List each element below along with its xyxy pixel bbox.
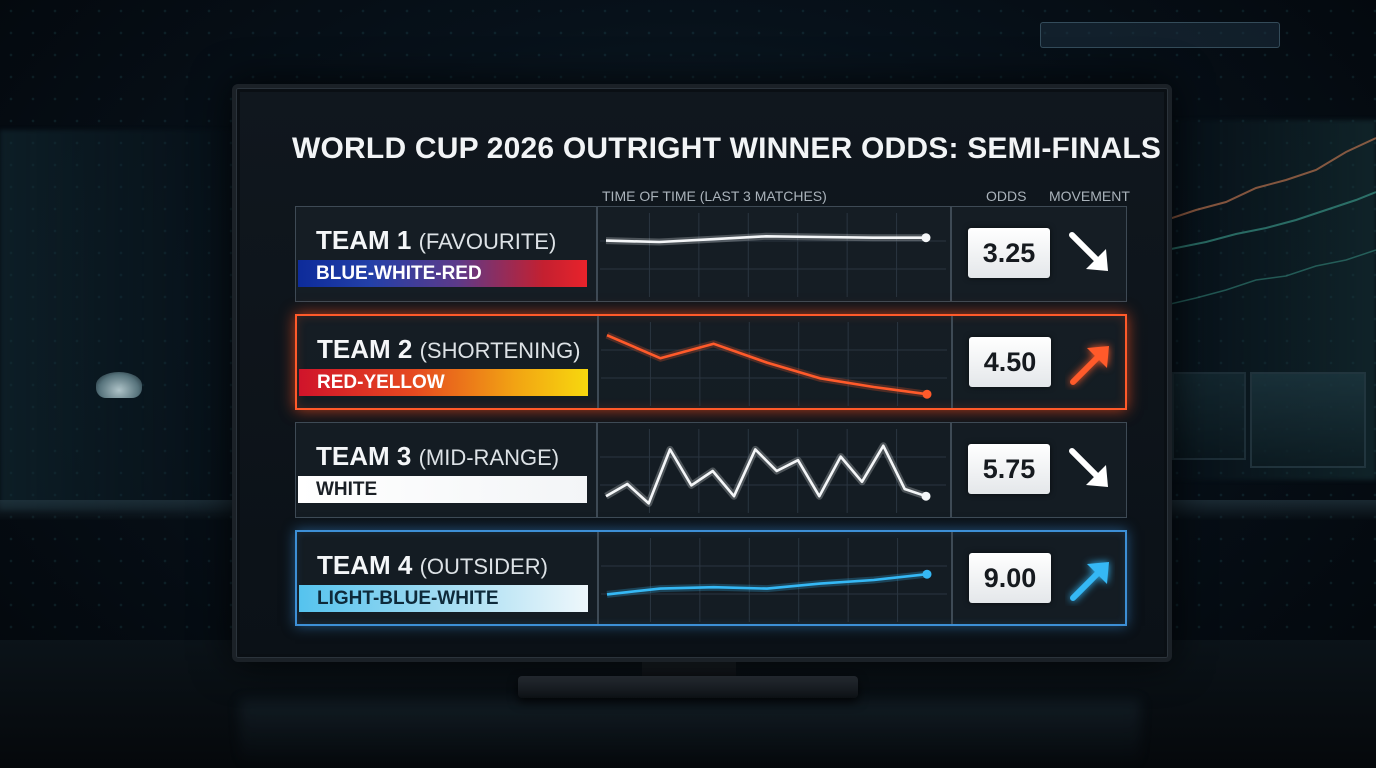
background-lamp <box>96 372 142 398</box>
team-name: TEAM 1 (FAVOURITE) <box>316 225 556 256</box>
trend-end-point <box>922 389 932 399</box>
odds-board: WORLD CUP 2026 OUTRIGHT WINNER ODDS: SEM… <box>240 92 1164 654</box>
background-trend-lines <box>1166 137 1376 306</box>
row-divider <box>597 532 599 624</box>
team-row-2: TEAM 2 (SHORTENING) RED-YELLOW 4.50 <box>295 314 1127 410</box>
team-label: TEAM 4 <box>317 550 413 580</box>
team-colors-bar: BLUE-WHITE-RED <box>298 260 587 287</box>
trend-end-point <box>921 233 931 243</box>
team-colors-bar: RED-YELLOW <box>299 369 588 396</box>
odds-trend-line <box>601 322 947 406</box>
odds-trend-line <box>600 213 946 297</box>
trend-line-glow <box>606 570 928 598</box>
row-divider <box>951 532 953 624</box>
arrow-shape <box>1070 562 1109 601</box>
team-tag: (FAVOURITE) <box>418 229 557 254</box>
arrow-shape <box>1069 232 1108 271</box>
monitor: WORLD CUP 2026 OUTRIGHT WINNER ODDS: SEM… <box>232 84 1172 662</box>
arrow-shape <box>1069 448 1108 487</box>
background-panel-left <box>0 130 235 510</box>
background-monitor-small <box>1172 372 1246 460</box>
row-divider <box>951 316 953 408</box>
header-movement: MOVEMENT <box>1049 188 1130 204</box>
team-row-4: TEAM 4 (OUTSIDER) LIGHT-BLUE-WHITE 9.00 <box>295 530 1127 626</box>
team-label: TEAM 1 <box>316 225 412 255</box>
team-tag: (OUTSIDER) <box>419 554 548 579</box>
odds-trend-line <box>601 538 947 622</box>
background-status-bar <box>1040 22 1280 48</box>
arrow-shaft <box>1070 569 1102 601</box>
row-divider <box>950 207 952 301</box>
trend-line <box>605 234 926 244</box>
arrow-shaft <box>1070 353 1102 385</box>
team-row-1: TEAM 1 (FAVOURITE) BLUE-WHITE-RED 3.25 <box>295 206 1127 302</box>
team-tag: (MID-RANGE) <box>418 445 560 470</box>
arrow-down-right-icon <box>1069 448 1108 487</box>
arrow-head <box>1086 465 1108 487</box>
team-colors-bar: WHITE <box>298 476 587 503</box>
team-tag: (SHORTENING) <box>419 338 581 363</box>
team-name: TEAM 2 (SHORTENING) <box>317 334 581 365</box>
arrow-up-right-icon <box>1070 562 1109 601</box>
row-divider <box>950 423 952 517</box>
trend-end-point <box>921 491 931 501</box>
team-name: TEAM 3 (MID-RANGE) <box>316 441 559 472</box>
arrow-shaft <box>1069 232 1101 264</box>
team-label: TEAM 2 <box>317 334 413 364</box>
trend-line <box>606 334 928 396</box>
row-divider <box>597 316 599 408</box>
team-name: TEAM 4 (OUTSIDER) <box>317 550 548 581</box>
arrow-head <box>1086 249 1108 271</box>
background-monitor-right <box>1250 372 1366 468</box>
trend-line <box>606 572 928 596</box>
arrow-shaft <box>1069 448 1101 480</box>
arrow-down-right-icon <box>1069 232 1108 271</box>
trend-line <box>605 444 927 505</box>
row-divider <box>596 207 598 301</box>
arrow-head <box>1087 562 1109 584</box>
header-odds: ODDS <box>986 188 1027 204</box>
arrow-head <box>1087 346 1109 368</box>
arrow-shape <box>1070 346 1109 385</box>
team-row-3: TEAM 3 (MID-RANGE) WHITE 5.75 <box>295 422 1127 518</box>
floor-reflection <box>240 700 1140 768</box>
monitor-stand-neck <box>642 660 736 678</box>
odds-value: 3.25 <box>968 228 1050 278</box>
odds-trend-line <box>600 429 946 513</box>
odds-value: 5.75 <box>968 444 1050 494</box>
odds-value: 4.50 <box>969 337 1051 387</box>
trend-line-glow <box>605 331 928 398</box>
header-time: TIME OF TIME (LAST 3 MATCHES) <box>602 188 827 204</box>
trend-end-point <box>922 569 932 579</box>
team-colors-bar: LIGHT-BLUE-WHITE <box>299 585 588 612</box>
odds-value: 9.00 <box>969 553 1051 603</box>
team-label: TEAM 3 <box>316 441 412 471</box>
monitor-stand-base <box>518 676 858 698</box>
page-title: WORLD CUP 2026 OUTRIGHT WINNER ODDS: SEM… <box>292 132 1162 165</box>
arrow-up-right-icon <box>1070 346 1109 385</box>
row-divider <box>596 423 598 517</box>
